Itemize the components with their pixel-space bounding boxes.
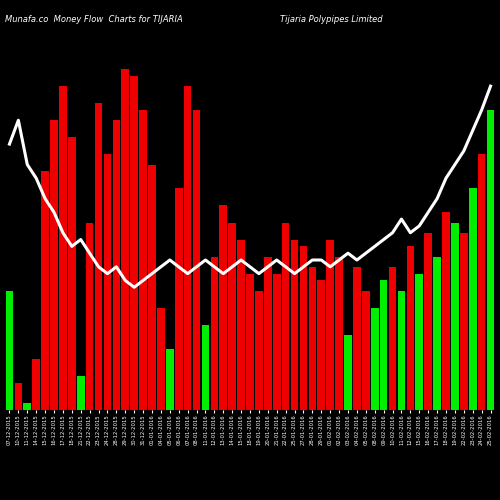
Bar [416, 274, 423, 410]
Bar [434, 256, 441, 410]
Bar [326, 240, 334, 410]
Bar [86, 222, 94, 410]
Bar [175, 188, 182, 410]
Bar [193, 110, 200, 410]
Bar [291, 240, 298, 410]
Bar [14, 382, 22, 410]
Bar [95, 103, 102, 410]
Bar [308, 267, 316, 410]
Bar [460, 232, 468, 410]
Bar [166, 348, 173, 410]
Bar [451, 222, 458, 410]
Bar [6, 290, 13, 410]
Bar [140, 110, 147, 410]
Bar [442, 212, 450, 410]
Bar [32, 359, 40, 410]
Bar [380, 280, 388, 410]
Bar [371, 308, 378, 410]
Bar [318, 280, 325, 410]
Bar [336, 256, 343, 410]
Bar [24, 403, 31, 410]
Bar [264, 256, 272, 410]
Bar [300, 246, 307, 410]
Bar [202, 325, 209, 410]
Bar [362, 290, 370, 410]
Bar [122, 69, 129, 410]
Bar [238, 240, 245, 410]
Bar [469, 188, 476, 410]
Bar [220, 206, 227, 410]
Bar [424, 232, 432, 410]
Bar [50, 120, 58, 410]
Bar [68, 138, 76, 410]
Bar [389, 267, 396, 410]
Bar [353, 267, 360, 410]
Bar [398, 290, 405, 410]
Bar [104, 154, 111, 410]
Bar [228, 222, 236, 410]
Bar [59, 86, 66, 410]
Bar [42, 172, 49, 410]
Bar [255, 290, 262, 410]
Bar [130, 76, 138, 410]
Bar [246, 274, 254, 410]
Bar [478, 154, 486, 410]
Bar [487, 110, 494, 410]
Bar [210, 256, 218, 410]
Bar [344, 335, 352, 410]
Bar [273, 274, 280, 410]
Bar [157, 308, 164, 410]
Bar [282, 222, 290, 410]
Bar [77, 376, 84, 410]
Bar [406, 246, 414, 410]
Text: Tijaria Polypipes Limited: Tijaria Polypipes Limited [280, 15, 382, 24]
Bar [148, 164, 156, 410]
Bar [184, 86, 192, 410]
Text: Munafa.co  Money Flow  Charts for TIJARIA: Munafa.co Money Flow Charts for TIJARIA [5, 15, 183, 24]
Bar [112, 120, 120, 410]
